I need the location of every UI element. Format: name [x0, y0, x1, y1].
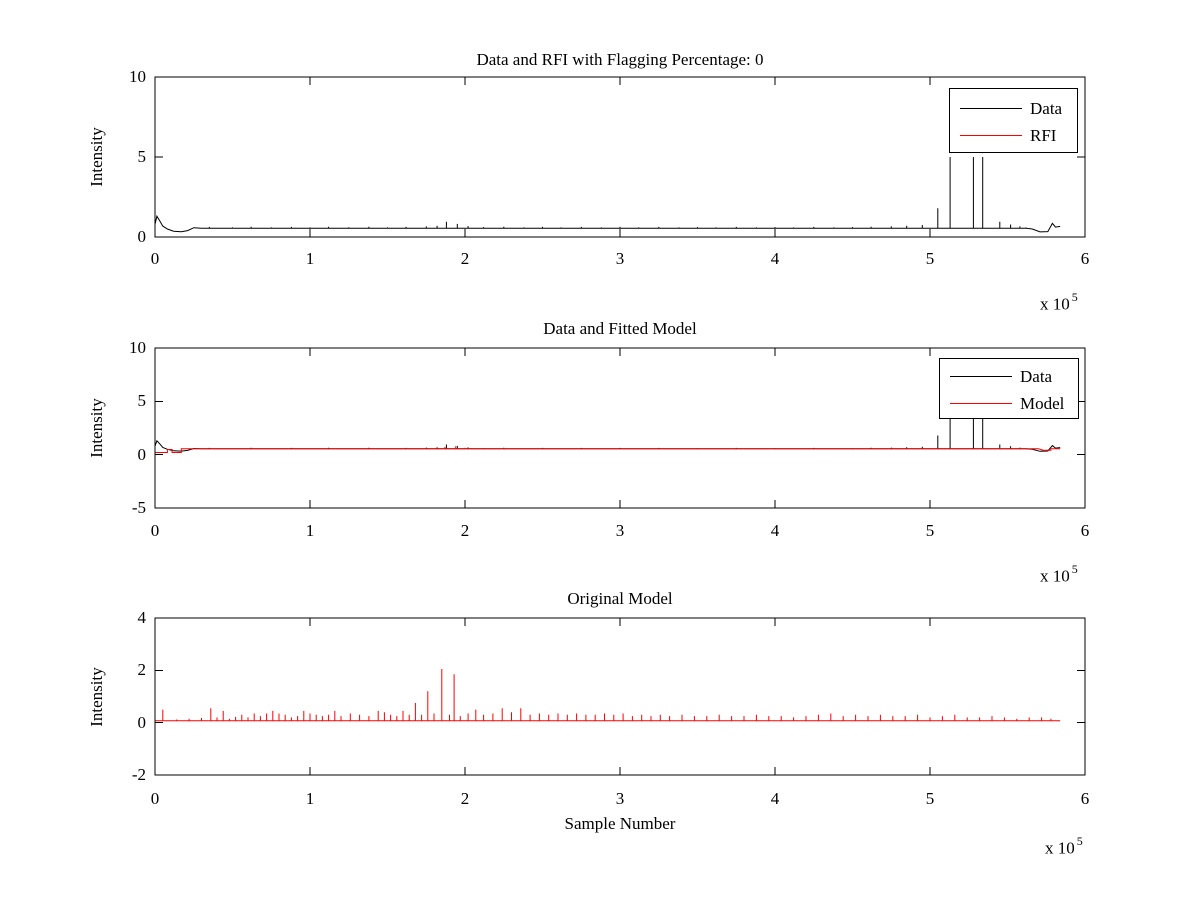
plot3-xtick-label-4: 4 [770, 789, 780, 808]
plot2-xtick-label-0: 0 [150, 521, 160, 540]
plot3-xlabel: Sample Number [564, 814, 676, 833]
plot2-title: Data and Fitted Model [543, 319, 697, 338]
data-line-swatch [950, 376, 1012, 377]
plot2-x-exponent: x 10 5 [1040, 562, 1078, 587]
plot2-legend-row-model: Model [940, 390, 1078, 417]
plot2-legend-label-model: Model [1020, 393, 1065, 413]
plot2-ylabel: Intensity [87, 398, 106, 458]
plot1-ytick-label-0: 0 [137, 227, 147, 246]
plot1-title: Data and RFI with Flagging Percentage: 0 [476, 50, 764, 69]
plot3-ylabel: Intensity [87, 667, 106, 727]
model-line-swatch [950, 403, 1012, 404]
plot1-legend: Data RFI [949, 88, 1078, 153]
plot2-x-exponent-power: 5 [1071, 562, 1078, 576]
plot2-ytick-label-10: 10 [129, 338, 146, 357]
plot2-ytick-label-0: 0 [137, 444, 147, 464]
plot3-xtick-label-1: 1 [305, 789, 315, 808]
plot1-ylabel: Intensity [87, 127, 106, 187]
plot3-xtick-label-6: 6 [1080, 789, 1090, 808]
plot2-xtick-label-4: 4 [770, 521, 780, 540]
plot1-xtick-label-2: 2 [460, 249, 470, 268]
plot3-x-exponent-base: x 10 [1045, 838, 1075, 858]
plot2-xtick-label-5: 5 [925, 521, 935, 540]
plot3-x-exponent-power: 5 [1076, 834, 1083, 848]
plot3-ytick-label-0: 0 [137, 712, 147, 732]
plot3-ytick-label-2: 2 [137, 660, 147, 680]
plot1-legend-label-rfi: RFI [1030, 125, 1057, 145]
plot3-title: Original Model [567, 589, 673, 608]
plot2-ytick-label-5: 5 [137, 391, 147, 411]
plot1-ytick-label-5: 5 [137, 147, 147, 166]
plot2-legend: Data Model [939, 358, 1079, 419]
plot3-xtick-label-0: 0 [150, 789, 160, 808]
plot3-xtick-label-3: 3 [615, 789, 625, 808]
plot1-xtick-label-6: 6 [1080, 249, 1090, 268]
rfi-line-swatch [960, 135, 1022, 136]
plot1-xtick-label-4: 4 [770, 249, 780, 268]
plot1-legend-row-rfi: RFI [950, 122, 1077, 149]
plot1-x-exponent: x 10 5 [1040, 290, 1078, 315]
data-line-swatch [960, 108, 1022, 109]
plot1-x-exponent-power: 5 [1071, 290, 1078, 304]
plot1-xtick-label-0: 0 [150, 249, 160, 268]
plot2-legend-label-data: Data [1020, 366, 1053, 386]
plot3-ytick-label-4: 4 [137, 608, 147, 627]
plot2-ytick-label--5: -5 [131, 498, 146, 517]
plot1-x-exponent-base: x 10 [1040, 294, 1070, 314]
plot1-xtick-label-1: 1 [305, 249, 315, 268]
plot2-xtick-label-1: 1 [305, 521, 315, 540]
plot3-x-exponent: x 10 5 [1045, 834, 1083, 859]
plot2-legend-row-data: Data [940, 363, 1078, 390]
plot2-xtick-label-2: 2 [460, 521, 470, 540]
plot3-xtick-label-5: 5 [925, 789, 935, 808]
plot1-xtick-label-3: 3 [615, 249, 625, 268]
plot1-xtick-label-5: 5 [925, 249, 935, 268]
plot3-xtick-label-2: 2 [460, 789, 470, 808]
plot3-ytick-label--2: -2 [131, 765, 146, 784]
plot2-xtick-label-3: 3 [615, 521, 625, 540]
plot1-ytick-label-10: 10 [129, 67, 146, 86]
plot2-x-exponent-base: x 10 [1040, 566, 1070, 586]
plot1-legend-row-data: Data [950, 95, 1077, 122]
plot2-xtick-label-6: 6 [1080, 521, 1090, 540]
plot1-legend-label-data: Data [1030, 98, 1063, 118]
